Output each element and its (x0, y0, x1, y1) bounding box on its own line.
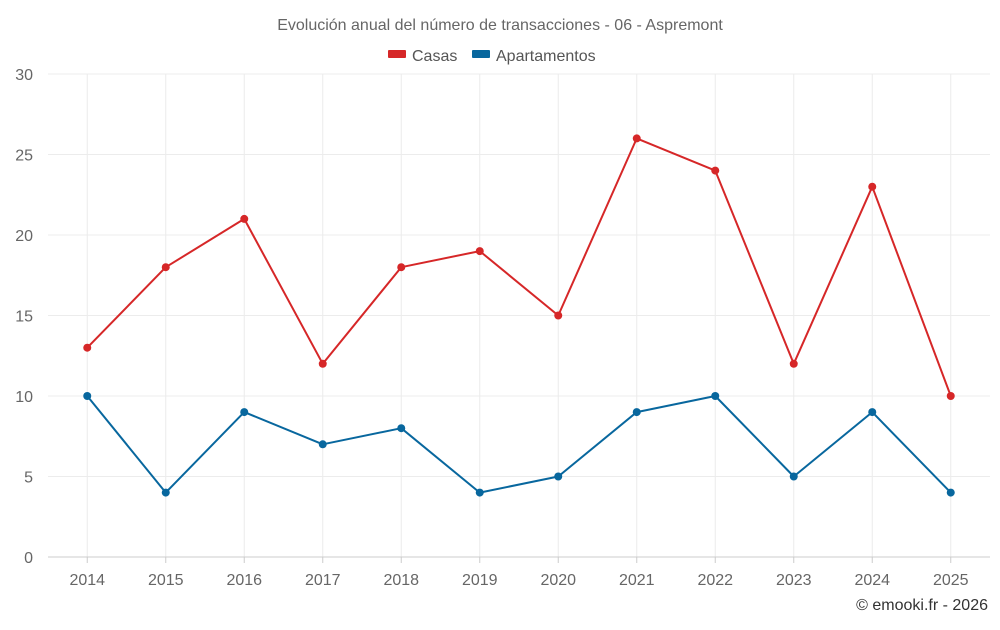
data-point-casas[interactable] (789, 359, 798, 368)
data-point-apartamentos[interactable] (711, 392, 720, 400)
data-point-apartamentos[interactable] (554, 472, 563, 481)
y-tick-label: 10 (15, 389, 33, 406)
data-point-casas[interactable] (946, 392, 955, 400)
x-tick-label: 2025 (933, 572, 969, 589)
y-tick-label: 25 (15, 148, 33, 165)
data-point-casas[interactable] (397, 263, 406, 272)
x-tick-label: 2021 (619, 572, 655, 589)
series-line-apartamentos (86, 395, 952, 494)
x-tick-label: 2023 (776, 572, 812, 589)
data-point-casas[interactable] (868, 182, 877, 191)
y-tick-label: 30 (15, 67, 33, 84)
x-tick-label: 2024 (854, 572, 890, 589)
y-tick-label: 5 (24, 470, 33, 487)
x-tick-label: 2020 (540, 572, 576, 589)
series (83, 134, 955, 497)
data-point-apartamentos[interactable] (632, 408, 641, 417)
series-line-casas (86, 137, 952, 397)
x-tick-label: 2016 (226, 572, 262, 589)
legend-label-apartamentos[interactable]: Apartamentos (496, 48, 596, 65)
data-point-casas[interactable] (161, 263, 170, 272)
data-point-casas[interactable] (83, 343, 92, 352)
data-point-casas[interactable] (475, 247, 484, 256)
legend-swatch-apartamentos (472, 50, 490, 58)
data-point-casas[interactable] (632, 134, 641, 143)
data-point-apartamentos[interactable] (946, 488, 955, 497)
y-tick-label: 20 (15, 228, 33, 245)
data-point-apartamentos[interactable] (397, 424, 406, 433)
x-tick-label: 2022 (697, 572, 733, 589)
series-casas (83, 134, 955, 400)
data-point-apartamentos[interactable] (475, 488, 484, 497)
y-tick-label: 0 (24, 550, 33, 567)
data-point-apartamentos[interactable] (868, 408, 877, 417)
legend: Casas Apartamentos (388, 48, 596, 65)
x-tick-label: 2018 (383, 572, 419, 589)
data-point-casas[interactable] (240, 214, 249, 223)
x-tick-label: 2019 (462, 572, 498, 589)
series-apartamentos (83, 392, 955, 497)
data-point-casas[interactable] (318, 359, 327, 368)
y-tick-label: 15 (15, 309, 33, 326)
data-point-apartamentos[interactable] (318, 440, 327, 449)
credit-text: © emooki.fr - 2026 (856, 597, 988, 614)
data-point-casas[interactable] (554, 311, 563, 320)
x-tick-label: 2017 (305, 572, 341, 589)
data-point-apartamentos[interactable] (161, 488, 170, 497)
x-tick-label: 2015 (148, 572, 184, 589)
data-point-apartamentos[interactable] (789, 472, 798, 481)
data-point-apartamentos[interactable] (83, 392, 92, 400)
data-point-casas[interactable] (711, 166, 720, 175)
legend-swatch-casas (388, 50, 406, 58)
data-point-apartamentos[interactable] (240, 408, 249, 417)
chart-title: Evolución anual del número de transaccio… (277, 17, 723, 34)
legend-label-casas[interactable]: Casas (412, 48, 457, 65)
x-tick-label: 2014 (69, 572, 105, 589)
